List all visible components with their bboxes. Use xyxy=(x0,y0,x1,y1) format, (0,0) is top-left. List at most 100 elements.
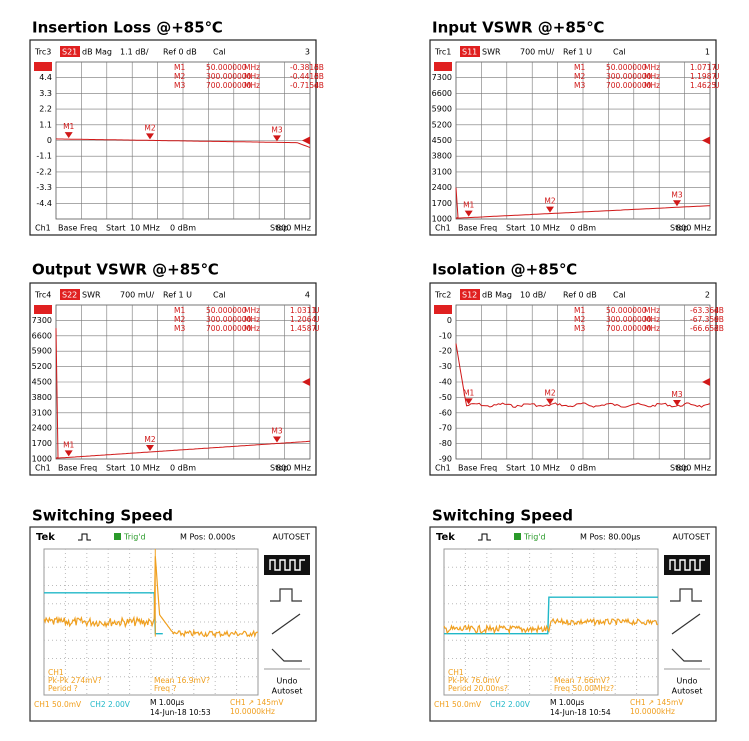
footer-text: Stop xyxy=(270,464,288,473)
marker-readout: M2 xyxy=(174,315,185,324)
y-tick-label: -30 xyxy=(439,362,452,371)
marker-readout: 300.000000 xyxy=(606,315,652,324)
marker-readout: 700.000000 xyxy=(606,324,652,333)
header-text: 700 mU/ xyxy=(520,48,554,57)
marker-readout: dB xyxy=(314,72,324,81)
marker-readout: dB xyxy=(714,324,724,333)
footer-text: 0 dBm xyxy=(170,224,196,233)
marker-readout: -66.652 xyxy=(690,324,719,333)
marker-readout: U xyxy=(314,306,320,315)
marker-readout: M2 xyxy=(574,315,585,324)
y-tick-label: 3100 xyxy=(432,167,452,176)
marker-readout: MHz xyxy=(644,324,660,333)
marker-readout: 300.000000 xyxy=(206,72,252,81)
y-tick-label: 6600 xyxy=(432,89,452,98)
marker-readout: U xyxy=(714,63,720,72)
y-tick-label: 5900 xyxy=(32,347,52,356)
side-button: Autoset xyxy=(272,687,303,696)
icon-active xyxy=(264,555,310,575)
marker-readout: 50.000000 xyxy=(606,63,647,72)
trigger-glyph xyxy=(78,533,91,541)
marker-readout: MHz xyxy=(644,72,660,81)
y-tick-label: 4500 xyxy=(432,136,452,145)
y-tick-label: -2.2 xyxy=(36,167,52,176)
y-tick-label: -50 xyxy=(439,393,452,402)
y-tick-label: 1000 xyxy=(432,215,452,224)
readout: Period ? xyxy=(48,684,78,693)
ch2-trace xyxy=(444,596,658,635)
header-text: dB Mag xyxy=(482,291,512,300)
marker-readout: -0.4415 xyxy=(290,72,319,81)
footer-text: Ch1 xyxy=(435,464,451,473)
status-text: 14-Jun-18 10:54 xyxy=(550,708,611,717)
y-tick-label: -20 xyxy=(439,347,452,356)
header-text: Ref 0 dB xyxy=(163,48,197,57)
marker-readout: dB xyxy=(714,315,724,324)
marker-readout: 700.000000 xyxy=(206,324,252,333)
header-text: Cal xyxy=(613,291,626,300)
footer-text: Base Freq xyxy=(458,464,497,473)
y-tick-label: 1700 xyxy=(32,439,52,448)
ref-arrow xyxy=(302,378,310,386)
icon-wave xyxy=(669,559,705,571)
trace xyxy=(55,138,311,149)
marker-readout: 1.2064 xyxy=(290,315,316,324)
footer-text: 0 dBm xyxy=(170,464,196,473)
y-tick-label: 3.3 xyxy=(39,89,52,98)
footer-text: 800 MHz xyxy=(676,224,711,233)
header-text: S11 xyxy=(462,48,477,57)
footer-text: Start xyxy=(106,224,126,233)
footer-text: 800 MHz xyxy=(276,224,311,233)
marker-triangle xyxy=(672,200,681,207)
panel-title: Input VSWR @+85℃ xyxy=(432,19,604,37)
marker-label: M2 xyxy=(544,197,555,206)
icon xyxy=(671,613,701,635)
footer-text: 0 dBm xyxy=(570,464,596,473)
footer-text: Stop xyxy=(670,224,688,233)
icon-wave xyxy=(269,559,305,571)
param-badge xyxy=(34,62,52,71)
side-button: Autoset xyxy=(672,687,703,696)
header-text: Cal xyxy=(613,48,626,57)
marker-readout: 300.000000 xyxy=(606,72,652,81)
marker-readout: -0.3815 xyxy=(290,63,319,72)
y-tick-label: 1000 xyxy=(32,455,52,464)
marker-readout: 700.000000 xyxy=(206,81,252,90)
side-button: Undo xyxy=(677,677,698,686)
channel-number: 1 xyxy=(705,48,710,57)
marker-readout: 1.0311 xyxy=(290,306,316,315)
footer-text: Start xyxy=(506,224,526,233)
channel-number: 3 xyxy=(305,48,310,57)
marker-readout: MHz xyxy=(244,72,260,81)
param-badge xyxy=(460,289,480,300)
footer-text: 10 MHz xyxy=(130,464,160,473)
position: M Pos: 80.00µs xyxy=(580,533,640,542)
status-text: CH2 2.00V xyxy=(90,700,131,709)
marker-readout: -63.364 xyxy=(690,306,719,315)
marker-readout: U xyxy=(714,72,720,81)
marker-readout: M2 xyxy=(574,72,585,81)
y-tick-label: 4.4 xyxy=(39,73,52,82)
readout: Period 20.00ns? xyxy=(448,684,508,693)
ch1-trace xyxy=(43,556,258,639)
marker-readout: 1.4625 xyxy=(690,81,716,90)
footer-text: Ch1 xyxy=(35,464,51,473)
y-tick-label: 2.2 xyxy=(39,105,52,114)
panel-title: Switching Speed xyxy=(32,507,173,525)
y-tick-label: -40 xyxy=(439,378,452,387)
ref-arrow xyxy=(702,378,710,386)
marker-triangle xyxy=(272,436,281,443)
header-text: Ref 1 U xyxy=(563,48,592,57)
icon xyxy=(270,588,302,602)
param-badge xyxy=(460,46,480,57)
panel-title: Insertion Loss @+85℃ xyxy=(32,19,223,37)
status-text: 10.0000kHz xyxy=(630,707,675,716)
y-tick-label: 1700 xyxy=(432,199,452,208)
icon xyxy=(271,613,301,635)
marker-label: M3 xyxy=(671,390,682,399)
marker-label: M1 xyxy=(63,440,74,449)
readout: Mean 7.66mV? xyxy=(554,676,610,685)
trace xyxy=(55,328,311,459)
marker-readout: MHz xyxy=(244,315,260,324)
marker-triangle xyxy=(145,133,154,140)
